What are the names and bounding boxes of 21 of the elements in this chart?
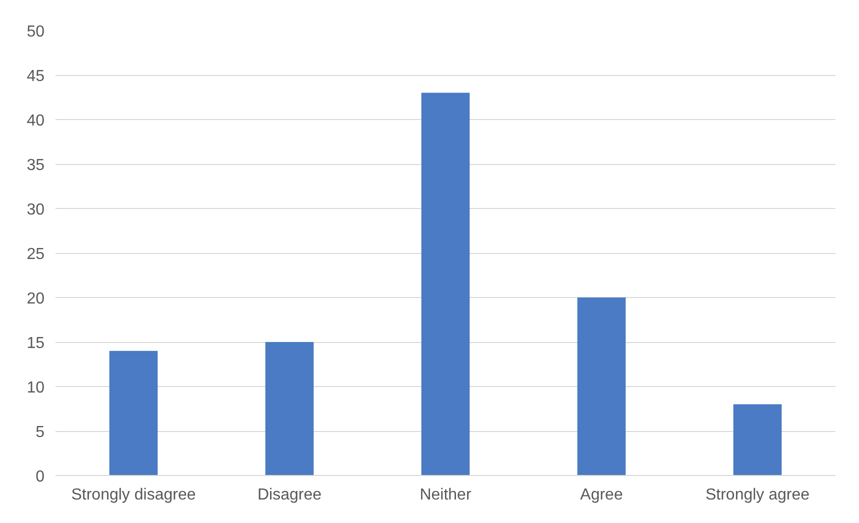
- x-tick-label: Strongly disagree: [71, 486, 196, 504]
- bar: [421, 92, 470, 476]
- y-tick-label: 30: [26, 202, 45, 218]
- y-tick-label: 35: [26, 157, 45, 174]
- y-tick-label: 15: [26, 335, 45, 352]
- bar: [109, 350, 158, 476]
- bar: [577, 298, 626, 476]
- y-tick-label: 25: [26, 246, 45, 263]
- x-tick-label: Agree: [580, 486, 623, 504]
- y-tick-label: 50: [26, 24, 45, 40]
- y-tick-label: 20: [26, 290, 45, 308]
- y-tick-label: 5: [36, 424, 45, 441]
- bar: [733, 404, 782, 476]
- x-tick-label: Strongly agree: [705, 486, 810, 504]
- y-tick-label: 10: [26, 380, 45, 396]
- y-tick-label: 0: [36, 468, 45, 486]
- x-tick-label: Disagree: [257, 486, 322, 504]
- y-tick-label: 40: [26, 112, 45, 130]
- x-tick-label: Neither: [420, 486, 472, 504]
- y-tick-label: 45: [26, 68, 45, 85]
- bar: [265, 342, 314, 476]
